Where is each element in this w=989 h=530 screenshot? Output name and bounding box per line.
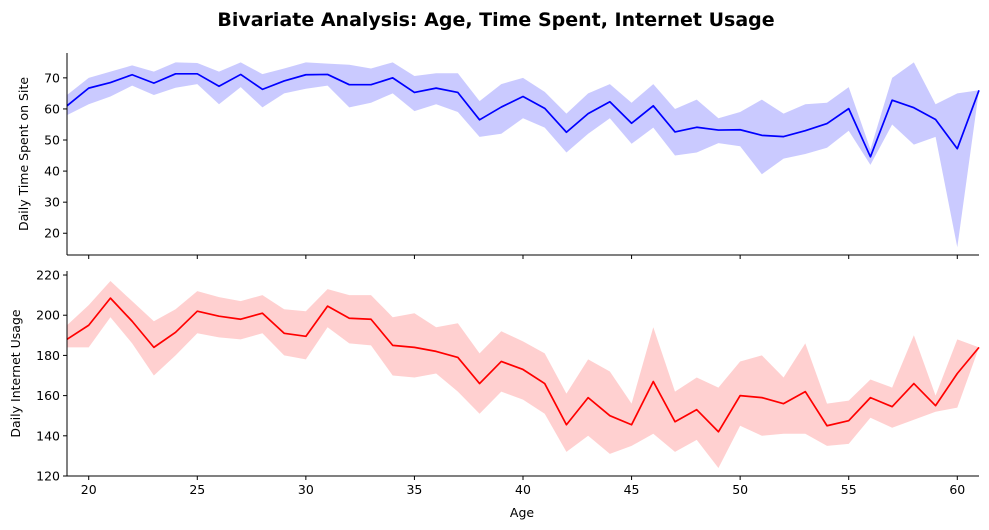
panel-internet-usage: 120 140 160 180 200 220 20 25 30 35 40 45 50 55 60 Dail…: [8, 268, 980, 497]
confidence-band-0: [67, 62, 979, 248]
y-tick-label-1: 160: [36, 388, 60, 403]
panel-time-spent: 20 30 40 50 60 70 Daily Time Spent on Site: [16, 53, 980, 259]
y-tick-label-1: 200: [36, 308, 60, 323]
confidence-band-1: [67, 281, 979, 468]
y-tick-label-0: 30: [44, 195, 60, 210]
y-tick-label-0: 20: [44, 226, 60, 241]
y-tick-label-0: 70: [44, 70, 60, 85]
x-tick-label: 20: [81, 482, 97, 497]
x-tick-label: 25: [189, 482, 205, 497]
y-tick-label-0: 60: [44, 101, 60, 116]
y-tick-label-0: 40: [44, 164, 60, 179]
y-tick-label-1: 180: [36, 348, 60, 363]
y-axis-label-1: Daily Internet Usage: [8, 309, 23, 437]
y-tick-label-1: 120: [36, 469, 60, 484]
y-tick-label-1: 140: [36, 428, 60, 443]
x-tick-label: 35: [406, 482, 422, 497]
series-line-0: [66, 72, 980, 158]
x-tick-label: 40: [515, 482, 531, 497]
y-tick-label-1: 220: [36, 268, 60, 283]
y-axis-label-0: Daily Time Spent on Site: [16, 77, 31, 231]
x-tick-label: 55: [841, 482, 857, 497]
x-tick-label: 30: [298, 482, 314, 497]
series-line-1: [66, 297, 980, 433]
y-tick-label-0: 50: [44, 133, 60, 148]
x-tick-label: 50: [732, 482, 748, 497]
x-tick-label: 60: [949, 482, 965, 497]
chart-title: Bivariate Analysis: Age, Time Spent, Int…: [217, 9, 774, 31]
x-tick-label: 45: [624, 482, 640, 497]
x-axis-label: Age: [510, 505, 534, 520]
